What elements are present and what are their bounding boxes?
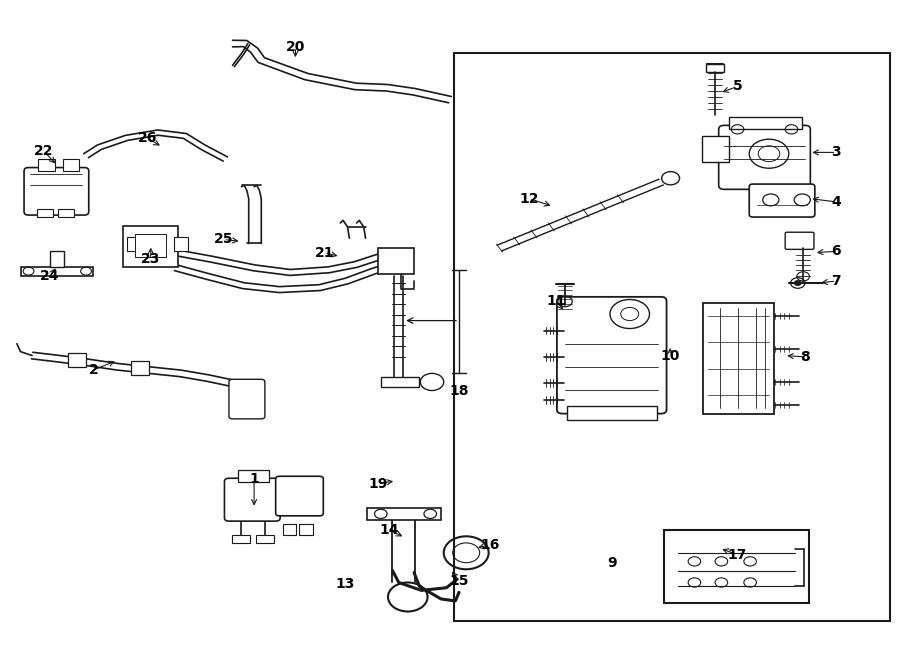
Text: 15: 15 [449,574,469,588]
FancyBboxPatch shape [749,184,814,217]
Text: 25: 25 [214,233,233,247]
Text: 6: 6 [832,245,842,258]
Text: 11: 11 [546,294,566,308]
Text: 4: 4 [832,195,842,209]
Text: 7: 7 [832,274,842,288]
Text: 12: 12 [519,192,539,206]
FancyBboxPatch shape [664,530,809,603]
Text: 26: 26 [138,131,157,145]
Bar [381,377,418,387]
FancyBboxPatch shape [785,232,814,249]
Text: 14: 14 [379,523,399,537]
Bar [702,136,729,163]
Bar [58,209,75,217]
Bar [135,233,166,256]
Bar [367,508,441,520]
Text: 23: 23 [141,253,160,266]
Bar [454,54,890,621]
Bar [706,64,724,72]
Bar [567,407,657,420]
Bar [131,361,149,375]
Bar [63,159,79,171]
Text: 10: 10 [661,348,680,363]
FancyBboxPatch shape [24,168,89,215]
Text: 24: 24 [40,270,60,284]
Bar [256,535,274,543]
Text: 5: 5 [733,79,742,93]
FancyBboxPatch shape [557,297,667,414]
FancyBboxPatch shape [229,379,265,419]
FancyBboxPatch shape [378,248,414,274]
Circle shape [794,280,801,286]
FancyBboxPatch shape [224,479,280,521]
Bar [238,470,269,482]
Bar [174,237,187,251]
Bar [22,267,94,276]
Text: 13: 13 [335,578,355,592]
Text: 20: 20 [286,40,305,54]
Bar [231,535,249,543]
Text: 2: 2 [88,363,98,377]
Bar [729,118,802,130]
Bar [68,353,86,368]
Text: 8: 8 [800,350,810,364]
Text: 17: 17 [728,548,747,562]
Text: 3: 3 [832,145,842,159]
Bar [37,209,53,217]
FancyBboxPatch shape [123,226,177,266]
Text: 16: 16 [481,538,500,552]
FancyBboxPatch shape [719,126,810,189]
Bar [39,159,55,171]
FancyBboxPatch shape [275,477,323,516]
Text: 19: 19 [368,477,388,490]
Text: 18: 18 [449,384,469,398]
FancyBboxPatch shape [703,303,774,414]
Text: 21: 21 [314,246,334,260]
Bar [283,524,296,535]
Bar [299,524,312,535]
Bar [128,237,141,251]
Text: 9: 9 [607,556,616,570]
Text: 1: 1 [249,472,259,486]
Text: 22: 22 [34,144,54,158]
Bar [50,251,65,267]
